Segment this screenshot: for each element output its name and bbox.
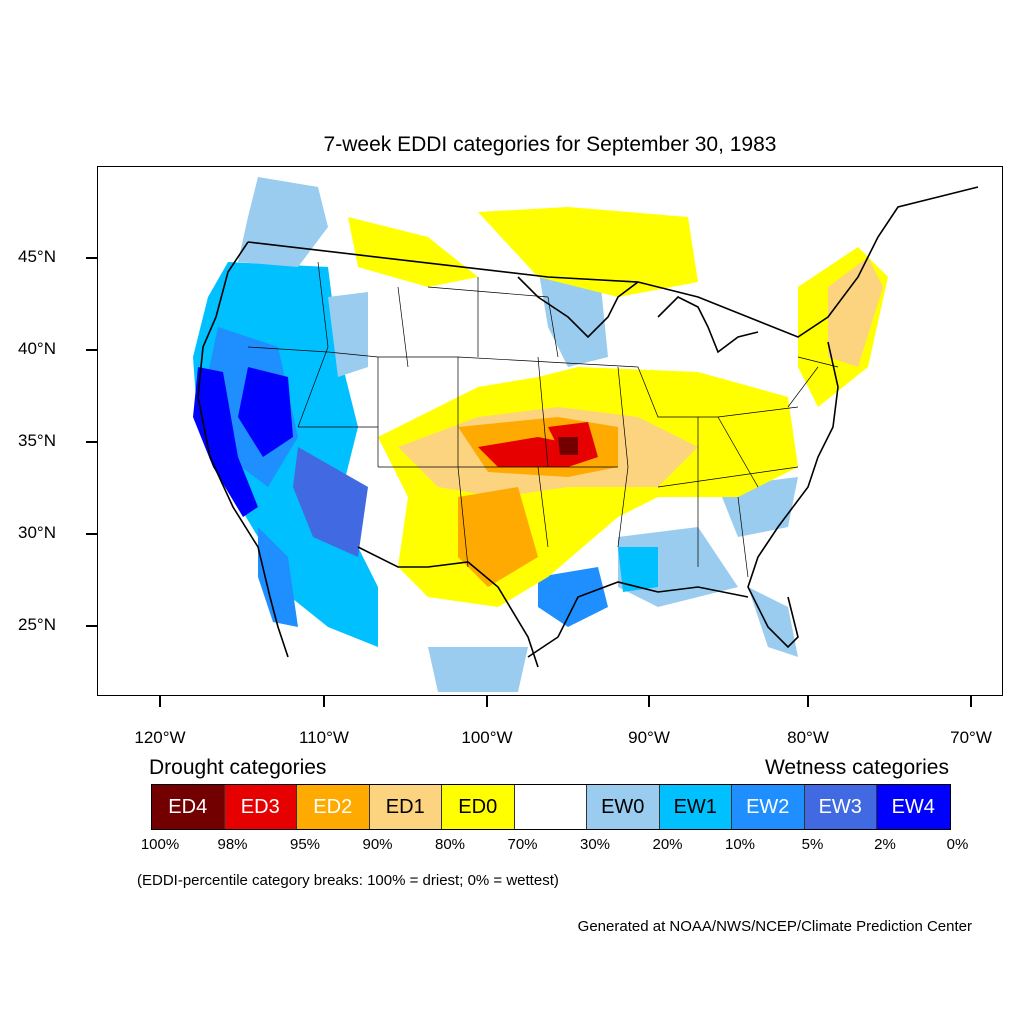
percentile-break-label: 95% [289,836,321,853]
coastlines-and-borders [197,186,979,668]
wetness-categories-heading: Wetness categories [764,756,949,779]
legend-swatch-ed4: ED4 [152,785,225,829]
category-legend-bar: ED4 ED3 ED2 ED1 ED0 EW0 EW1 EW2 EW3 EW4 [151,784,951,830]
lon-tick [807,696,809,707]
lat-label-35: 35°N [18,431,56,450]
percentile-break-label: 80% [434,836,466,853]
lon-label-80: 80°W [787,728,829,747]
legend-swatch-normal [514,785,587,829]
percentile-break-label: 98% [217,836,248,853]
eddi-map [193,177,979,692]
percentile-break-label: 90% [362,836,393,853]
state-borders [247,261,839,578]
lat-label-45: 45°N [18,247,56,266]
percentile-break-label: 70% [507,836,538,853]
percentile-break-label: 30% [579,836,611,853]
lon-label-110: 110°W [299,728,349,747]
percentile-break-label: 0% [946,836,969,853]
percentile-break-label: 5% [801,836,824,853]
legend-swatch-ew3: EW3 [804,785,877,829]
legend-swatch-ed2: ED2 [297,785,370,829]
lat-label-40: 40°N [18,339,56,358]
percentile-break-label: 2% [874,836,896,853]
legend-swatch-ew1: EW1 [659,785,732,829]
credit-line: Generated at NOAA/NWS/NCEP/Climate Predi… [577,918,972,935]
legend-swatch-ed3: ED3 [224,785,297,829]
lon-tick [648,696,650,707]
map-title: 7-week EDDI categories for September 30,… [323,133,777,156]
lat-tick [86,533,97,535]
lon-label-90: 90°W [628,728,670,747]
lat-tick [86,257,97,259]
percentile-break-label: 20% [652,836,683,853]
drought-categories-heading: Drought categories [149,756,327,779]
lon-label-100: 100°W [461,728,513,747]
lon-tick [159,696,161,707]
drought-regions [348,207,888,607]
category-breaks-note: (EDDI-percentile category breaks: 100% =… [137,872,559,889]
lon-label-70: 70°W [950,728,992,747]
legend-swatch-ew4: EW4 [877,785,950,829]
legend-swatch-ew2: EW2 [732,785,805,829]
lat-tick [86,625,97,627]
lon-tick [323,696,325,707]
lat-label-30: 30°N [18,523,56,542]
lat-tick [86,441,97,443]
percentile-break-label: 10% [724,836,756,853]
lon-label-120: 120°W [134,728,186,747]
lat-tick [86,349,97,351]
percentile-break-label: 100% [140,836,180,853]
map-panel [97,166,1003,696]
legend-swatch-ew0: EW0 [587,785,660,829]
lon-tick [486,696,488,707]
lat-label-25: 25°N [18,615,56,634]
legend-swatch-ed1: ED1 [369,785,442,829]
legend-swatch-ed0: ED0 [442,785,515,829]
lon-tick [970,696,972,707]
